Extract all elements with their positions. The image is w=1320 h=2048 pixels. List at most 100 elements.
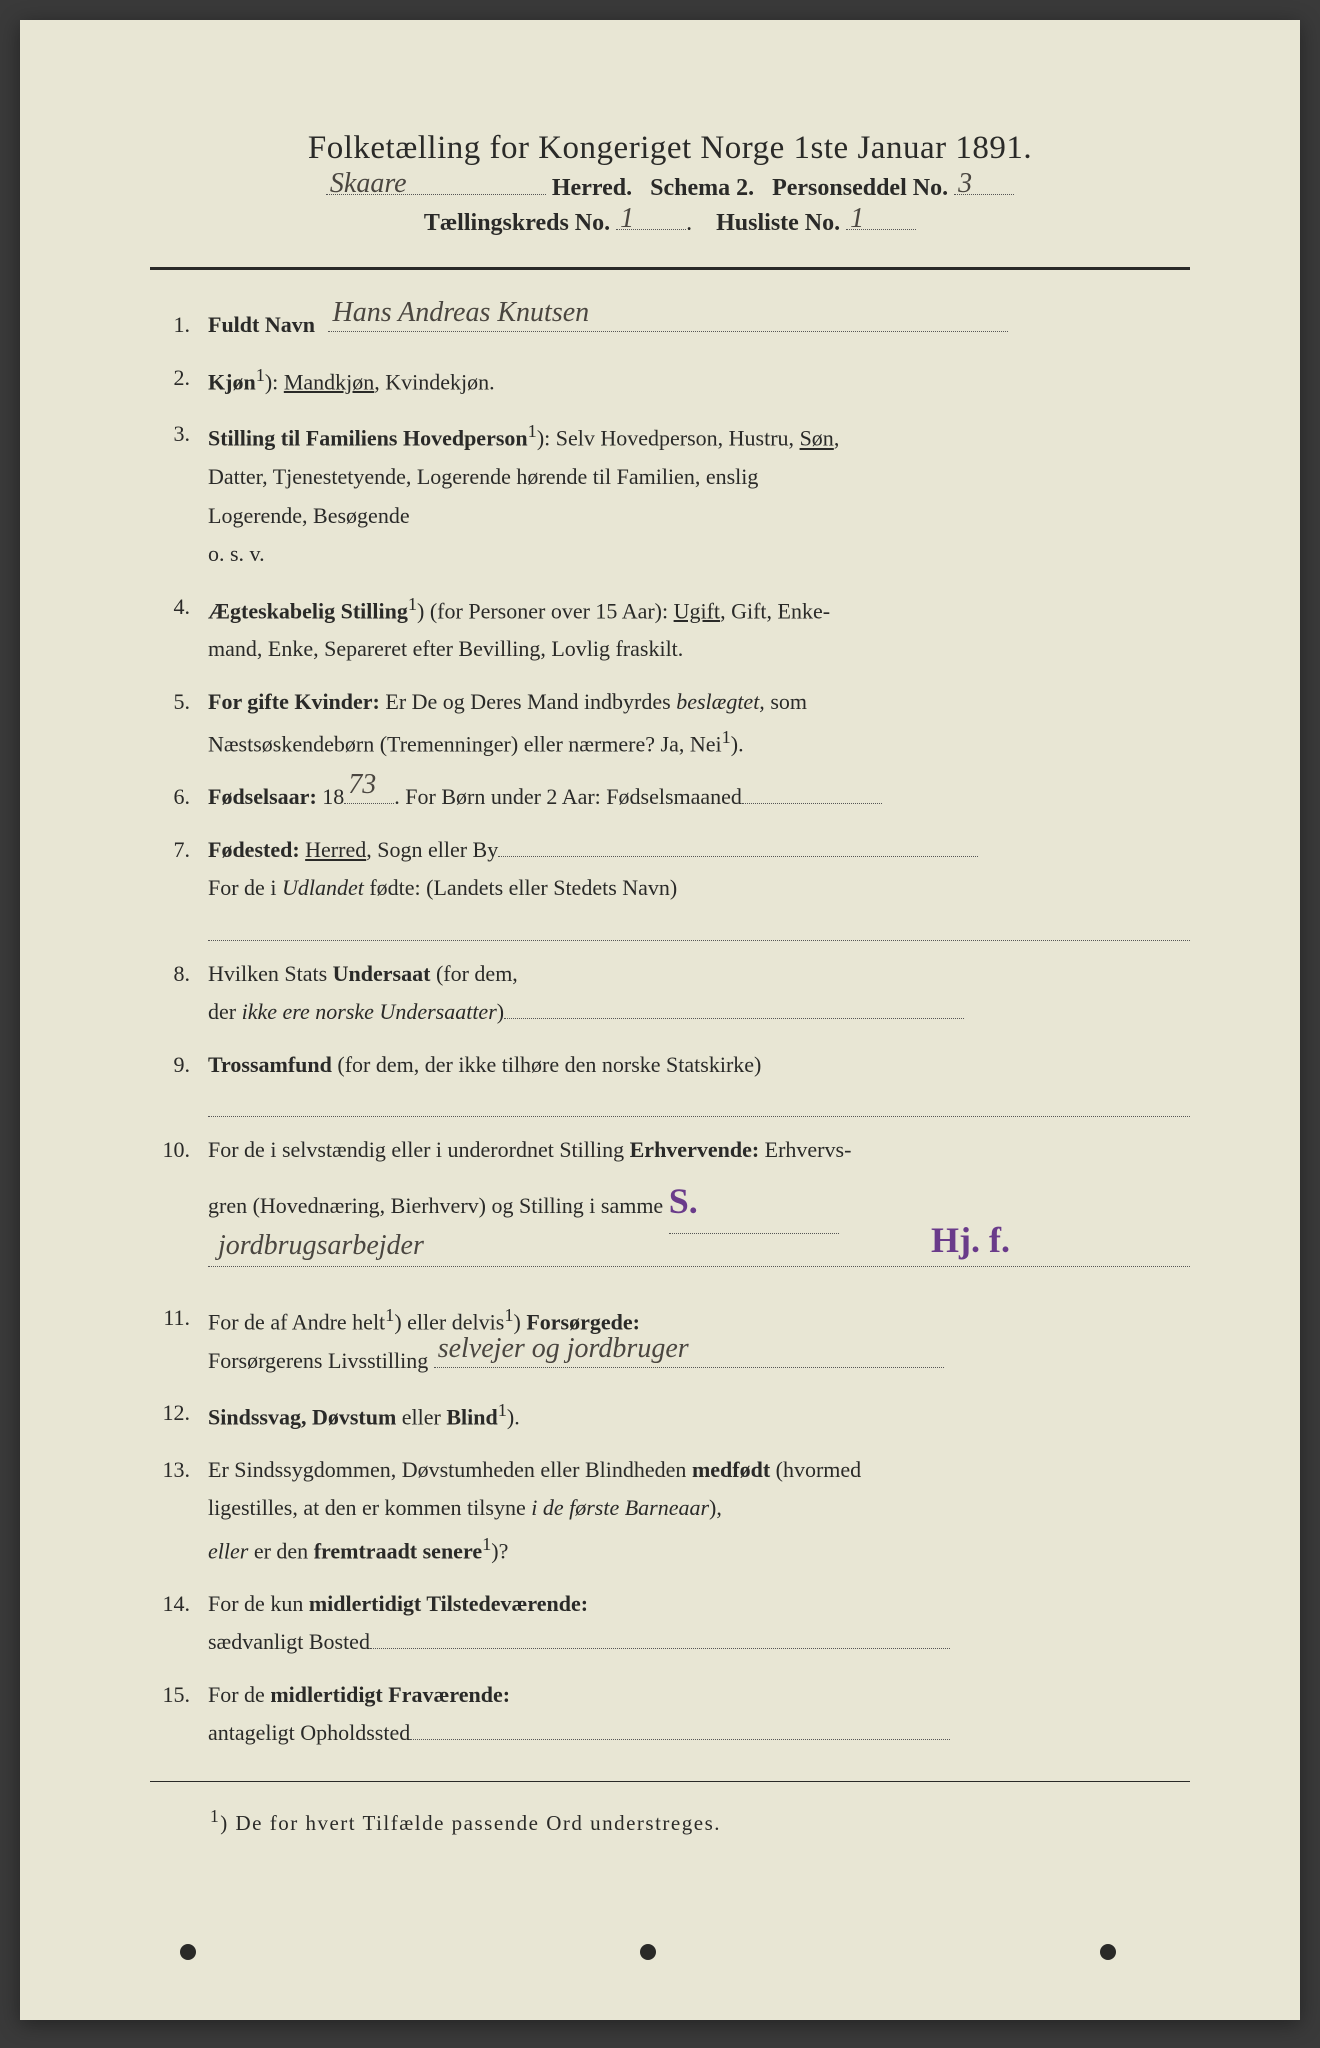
footnote: 1) De for hvert Tilfælde passende Ord un… (150, 1806, 1190, 1836)
text: For de i selvstændig eller i underordnet… (208, 1137, 630, 1162)
divider-top (150, 267, 1190, 270)
text: Er Sindssygdommen, Døvstumheden eller Bl… (208, 1457, 692, 1482)
kreds-no-hand: 1 (620, 203, 634, 235)
text: Er De og Deres Mand indbyrdes (380, 689, 676, 714)
item-14: 14. For de kun midlertidigt Tilstedevære… (160, 1585, 1190, 1662)
q7-label: Fødested: (208, 837, 300, 862)
q6-fill (742, 803, 882, 804)
text: )? (491, 1538, 508, 1563)
item-num: 6. (160, 778, 208, 817)
punch-hole-icon (180, 1944, 196, 1960)
document-title: Folketælling for Kongeriget Norge 1ste J… (150, 130, 1190, 167)
header-line-1: Skaare Herred. Schema 2. Personseddel No… (150, 175, 1190, 202)
q11-cont: Forsørgerens Livsstilling (208, 1348, 428, 1373)
text-ital: Udlandet (282, 875, 364, 900)
punch-hole-icon (640, 1944, 656, 1960)
q1-value-hand: Hans Andreas Knutsen (332, 288, 589, 337)
sup: 1 (482, 1534, 491, 1554)
item-num: 15. (160, 1676, 208, 1753)
text: ) (497, 999, 504, 1024)
text: For de kun (208, 1591, 309, 1616)
item-num: 11. (160, 1299, 208, 1380)
q5-label: For gifte Kvinder: (208, 689, 380, 714)
item-9: 9. Trossamfund (for dem, der ikke tilhør… (160, 1046, 1190, 1118)
sup: 1 (722, 727, 731, 747)
item-1: 1. Fuldt Navn Hans Andreas Knutsen (160, 306, 1190, 345)
q12-bold2: Blind (446, 1404, 497, 1429)
q7-selected: Herred (305, 837, 366, 862)
q4-label: Ægteskabelig Stilling (208, 598, 408, 623)
text-ital: ikke ere norske Undersaatter (242, 999, 497, 1024)
q5-cont: Næstsøskendebørn (Tremenninger) eller næ… (208, 732, 722, 757)
text: For de af Andre helt (208, 1309, 385, 1334)
item-num: 3. (160, 415, 208, 573)
q3-cont1: Datter, Tjenestetyende, Logerende hørend… (208, 458, 1190, 497)
herred-handwritten: Skaare (330, 168, 407, 200)
footnote-sup: 1 (210, 1806, 220, 1826)
q9-label: Trossamfund (208, 1052, 332, 1077)
text: som (765, 689, 807, 714)
sup: 1 (408, 594, 417, 614)
q4-selected: Ugift (674, 598, 720, 623)
q1-label: Fuldt Navn (208, 312, 315, 337)
sup: 1 (385, 1305, 394, 1325)
item-5: 5. For gifte Kvinder: Er De og Deres Man… (160, 683, 1190, 764)
item-num: 12. (160, 1394, 208, 1437)
husliste-label: Husliste No. (716, 210, 840, 236)
text: er den (248, 1538, 313, 1563)
item-num: 7. (160, 831, 208, 941)
q13-bold2: fremtraadt senere (314, 1538, 482, 1563)
q7-blank-line (208, 908, 1190, 941)
text: (for dem, (430, 961, 517, 986)
q14-bold: midlertidigt Tilstedeværende: (309, 1591, 588, 1616)
item-3: 3. Stilling til Familiens Hovedperson1):… (160, 415, 1190, 573)
q3-cont2: Logerende, Besøgende (208, 497, 1190, 536)
person-label: Personseddel No. (772, 175, 948, 201)
text: ). (507, 1404, 520, 1429)
sup: 1 (528, 421, 537, 441)
item-7: 7. Fødested: Herred, Sogn eller By For d… (160, 831, 1190, 941)
text: , Kvindekjøn. (374, 369, 494, 394)
husliste-no-hand: 1 (850, 203, 864, 235)
text: ) (for Personer over 15 Aar): (417, 598, 674, 623)
q3-selected: Søn (800, 426, 834, 451)
text: . For Børn under 2 Aar: Fødselsmaaned (394, 784, 742, 809)
text: Erhvervs- (759, 1137, 851, 1162)
text: ligestilles, at den er kommen tilsyne (208, 1495, 531, 1520)
item-num: 5. (160, 683, 208, 764)
item-15: 15. For de midlertidigt Fraværende: anta… (160, 1676, 1190, 1753)
q10-stamp1: S. (669, 1170, 698, 1233)
item-num: 4. (160, 588, 208, 669)
q3-cont3: o. s. v. (208, 535, 1190, 574)
q2-selected: Mandkjøn (284, 369, 374, 394)
text: , Gift, Enke- (720, 598, 830, 623)
text: ), (709, 1495, 722, 1520)
question-list: 1. Fuldt Navn Hans Andreas Knutsen 2. Kj… (150, 306, 1190, 1753)
item-num: 1. (160, 306, 208, 345)
item-13: 13. Er Sindssygdommen, Døvstumheden elle… (160, 1451, 1190, 1571)
q2-label: Kjøn (208, 369, 256, 394)
schema-label: Schema 2. (650, 175, 754, 201)
item-11: 11. For de af Andre helt1) eller delvis1… (160, 1299, 1190, 1380)
q10-hand: jordbrugsarbejder (218, 1221, 424, 1270)
item-12: 12. Sindssvag, Døvstum eller Blind1). (160, 1394, 1190, 1437)
item-6: 6. Fødselsaar: 1873. For Børn under 2 Aa… (160, 778, 1190, 817)
item-num: 10. (160, 1131, 208, 1285)
text: der (208, 999, 242, 1024)
q4-cont: mand, Enke, Separeret efter Bevilling, L… (208, 630, 1190, 669)
q9-blank-line (208, 1084, 1190, 1117)
footnote-text: ) De for hvert Tilfælde passende Ord und… (220, 1811, 721, 1835)
text: fødte: (Landets eller Stedets Navn) (364, 875, 677, 900)
q6-label: Fødselsaar: (208, 784, 317, 809)
kreds-label: Tællingskreds No. (424, 210, 610, 236)
item-num: 14. (160, 1585, 208, 1662)
sup: 1 (256, 365, 265, 385)
text: ): (265, 369, 284, 394)
text-ital: beslægtet, (676, 689, 765, 714)
item-num: 2. (160, 359, 208, 402)
text: ): Selv Hovedperson, Hustru, (537, 426, 800, 451)
q3-label: Stilling til Familiens Hovedperson (208, 426, 528, 451)
item-8: 8. Hvilken Stats Undersaat (for dem, der… (160, 955, 1190, 1032)
item-num: 13. (160, 1451, 208, 1571)
sup: 1 (498, 1400, 507, 1420)
